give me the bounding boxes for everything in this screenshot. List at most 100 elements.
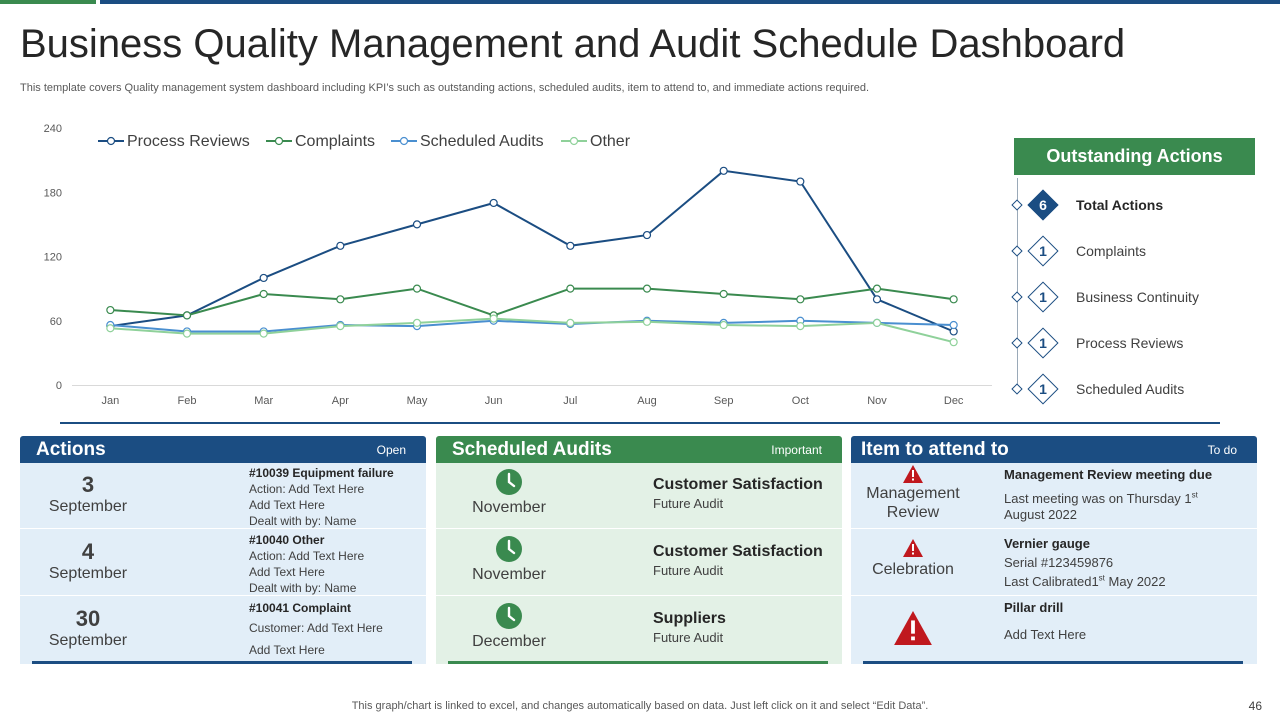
outstanding-timeline [1017, 178, 1018, 390]
data-point [872, 284, 882, 293]
action-day: 30 [75, 606, 101, 631]
series-line-2 [110, 319, 954, 333]
items-panel: Item to attend to To do Management Revie… [851, 436, 1257, 664]
warning-icon [894, 611, 932, 645]
items-header: Item to attend to To do [851, 436, 1257, 463]
warning-icon [903, 465, 923, 483]
ordinal-suffix: st [1098, 573, 1105, 583]
y-tick-label: 240 [44, 123, 62, 135]
section-divider [60, 422, 1220, 424]
audits-tag: Important [771, 442, 822, 457]
outstanding-item-scheduled-audits: 1 Scheduled Audits [1010, 373, 1260, 405]
data-point [642, 230, 652, 240]
action-line: Customer: Add Text Here [249, 621, 383, 635]
item-details: Pillar drill Add Text Here [1004, 594, 1244, 648]
y-tick-label: 180 [44, 187, 62, 199]
item-row[interactable]: Pillar drill Add Text Here [851, 597, 1257, 663]
data-point [566, 284, 575, 293]
item-row[interactable]: Celebration Vernier gauge Serial #123459… [851, 530, 1257, 596]
action-row[interactable]: 3 September #10039 Equipment failure Act… [20, 463, 426, 529]
data-point [566, 318, 575, 327]
item-row[interactable]: Management Review Management Review meet… [851, 463, 1257, 529]
data-point [259, 329, 268, 338]
item-details: Vernier gauge Serial #123459876 Last Cal… [1004, 534, 1244, 591]
data-point [106, 324, 115, 333]
action-line: Dealt with by: Name [249, 514, 357, 528]
count-value: 1 [1039, 243, 1047, 259]
series-line-1 [110, 287, 954, 317]
count-value: 1 [1039, 335, 1047, 351]
outstanding-item-process-reviews: 1 Process Reviews [1010, 327, 1260, 359]
clock-icon [496, 536, 522, 562]
data-point [182, 329, 192, 338]
action-row[interactable]: 30 September #10041 Complaint Customer: … [20, 597, 426, 663]
count-label: Business Continuity [1076, 289, 1199, 305]
data-point [489, 198, 498, 208]
legend-label: Scheduled Audits [420, 133, 544, 150]
item-title: Pillar drill [1004, 600, 1064, 615]
data-point [796, 322, 805, 331]
item-category [851, 597, 975, 663]
count-label: Process Reviews [1076, 335, 1184, 351]
series-line-3 [110, 317, 954, 344]
clock-icon [496, 603, 522, 629]
audit-month: December [472, 633, 546, 650]
data-point [642, 284, 652, 293]
legend-swatch-marker [274, 136, 284, 146]
action-line: Action: Add Text Here [249, 549, 365, 563]
line-chart[interactable]: 240 180 120 60 0 Jan Feb Mar Apr May Jun Jul Aug Sep O… [0, 110, 1000, 410]
outstanding-item-business-continuity: 1 Business Continuity [1010, 281, 1260, 313]
audit-date: November [436, 530, 582, 596]
action-details: #10039 Equipment failure Action: Add Tex… [249, 465, 394, 529]
items-body: Management Review Management Review meet… [851, 463, 1257, 664]
count-value: 6 [1039, 197, 1047, 213]
data-point [872, 295, 882, 304]
audits-title: Scheduled Audits [452, 438, 612, 460]
legend-label: Process Reviews [127, 133, 250, 150]
actions-panel: Actions Open 3 September #10039 Equipmen… [20, 436, 426, 664]
audit-row[interactable]: November Customer Satisfaction Future Au… [436, 530, 842, 596]
action-line: Add Text Here [249, 498, 325, 512]
item-label: Management Review [866, 485, 960, 521]
x-tick-label: Mar [254, 395, 273, 407]
timeline-dot [1011, 199, 1023, 211]
data-point [642, 317, 652, 326]
item-line: Last meeting was on Thursday 1st [1004, 491, 1244, 507]
data-point [259, 289, 268, 299]
timeline-dot [1011, 245, 1023, 257]
actions-underline [32, 661, 412, 664]
action-line: Add Text Here [249, 643, 325, 657]
action-id: #10039 Equipment failure [249, 466, 394, 480]
item-category: Management Review [851, 463, 975, 529]
action-month: September [48, 632, 128, 649]
count-label: Complaints [1076, 243, 1147, 259]
data-point [412, 284, 422, 293]
audit-title: Customer Satisfaction [653, 476, 823, 493]
x-tick-label: Oct [792, 395, 809, 407]
outstanding-item-total: 6 Total Actions [1010, 189, 1260, 221]
outstanding-actions-header: Outstanding Actions [1014, 138, 1255, 175]
x-tick-label: Aug [637, 395, 657, 407]
data-point [949, 295, 958, 304]
audit-row[interactable]: November Customer Satisfaction Future Au… [436, 463, 842, 529]
items-tag: To do [1207, 442, 1237, 457]
y-tick-label: 120 [44, 252, 62, 264]
x-tick-label: Apr [332, 395, 349, 407]
data-point [566, 241, 575, 250]
audit-row[interactable]: December Suppliers Future Audit [436, 597, 842, 663]
audit-details: Suppliers Future Audit [653, 609, 726, 647]
action-day: 3 [81, 472, 95, 497]
count-label: Scheduled Audits [1076, 381, 1185, 397]
y-tick-label: 0 [56, 380, 62, 392]
legend-label: Other [590, 133, 631, 150]
x-tick-label: Jan [101, 395, 119, 407]
action-row[interactable]: 4 September #10040 Other Action: Add Tex… [20, 530, 426, 596]
footer-note: This graph/chart is linked to excel, and… [351, 700, 929, 712]
item-details: Management Review meeting due Last meeti… [1004, 467, 1244, 523]
action-line: Action: Add Text Here [249, 482, 365, 496]
data-point [719, 289, 728, 299]
action-details: #10041 Complaint Customer: Add Text Here… [249, 599, 383, 661]
data-point [259, 273, 268, 283]
action-details: #10040 Other Action: Add Text Here Add T… [249, 532, 364, 596]
action-date: 4 September [20, 530, 156, 596]
